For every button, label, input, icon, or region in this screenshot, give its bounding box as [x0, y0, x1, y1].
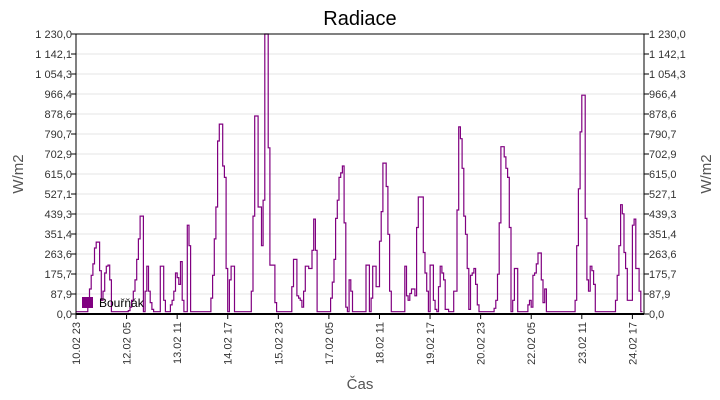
y-tick-label-left: 878,6	[44, 109, 72, 121]
y-tick-label-right: 790,7	[649, 129, 677, 141]
y-tick-label-right: 702,9	[649, 149, 677, 161]
series-line-bournak	[76, 33, 643, 313]
y-tick-label-left: 790,7	[44, 129, 72, 141]
y-tick-label-right: 615,0	[649, 169, 677, 181]
y-tick-label-left: 263,6	[44, 249, 72, 261]
y-tick-label-right: 1 142,1	[649, 49, 686, 61]
chart-title: Radiace	[323, 8, 396, 30]
y-tick-label-left: 1 054,3	[35, 69, 72, 81]
y-tick-label-right: 351,4	[649, 229, 677, 241]
y-tick-label-right: 263,6	[649, 249, 677, 261]
y-tick-label-right: 0,0	[649, 309, 664, 321]
x-tick-label: 15.02 23	[273, 322, 285, 365]
x-tick-label: 18.02 11	[374, 322, 386, 364]
y-tick-label-right: 439,3	[649, 209, 677, 221]
y-tick-label-right: 1 230,0	[649, 29, 686, 41]
x-tick-label: 19.02 17	[425, 322, 437, 365]
gridlines	[76, 53, 644, 295]
x-tick-label: 13.02 11	[172, 322, 184, 364]
x-tick-label: 20.02 23	[476, 322, 488, 365]
y-tick-label-left: 966,4	[44, 89, 72, 101]
y-tick-label-right: 966,4	[649, 89, 677, 101]
y-tick-label-right: 878,6	[649, 109, 677, 121]
y-tick-label-left: 702,9	[44, 149, 72, 161]
y-tick-label-left: 0,0	[57, 309, 72, 321]
y-axis-label-right: W/m2	[698, 154, 715, 193]
x-tick-label: 17.02 05	[324, 322, 336, 365]
x-tick-label: 10.02 23	[71, 322, 83, 365]
y-tick-label-left: 351,4	[44, 229, 72, 241]
y-tick-label-left: 175,7	[44, 269, 72, 281]
x-tick-label: 12.02 05	[122, 322, 134, 365]
y-tick-label-right: 175,7	[649, 269, 677, 281]
x-axis-label: Čas	[347, 376, 374, 393]
y-tick-label-left: 1 142,1	[35, 49, 72, 61]
y-tick-label-left: 1 230,0	[35, 29, 72, 41]
y-tick-label-right: 87,9	[649, 289, 670, 301]
y-tick-label-left: 439,3	[44, 209, 72, 221]
y-axis-label-left: W/m2	[10, 154, 27, 193]
y-tick-label-left: 87,9	[51, 289, 72, 301]
x-axis-ticks: 10.02 23 12.02 05 13.02 11 14.02 17 15.02 23…	[71, 314, 639, 365]
x-tick-label: 22.02 05	[526, 322, 538, 365]
legend-swatch	[82, 297, 93, 308]
y-tick-label-left: 527,1	[44, 189, 72, 201]
y-tick-label-right: 1 054,3	[649, 69, 686, 81]
y-tick-label-right: 527,1	[649, 189, 677, 201]
x-tick-label: 23.02 11	[577, 322, 589, 364]
x-tick-label: 24.02 17	[627, 322, 639, 365]
legend-label: Bouřňák	[99, 296, 145, 310]
y-tick-label-left: 615,0	[44, 169, 72, 181]
legend: Bouřňák	[82, 296, 145, 310]
y-axis-ticks: 0,0 0,0 87,9 87,9 175,7 175,7 263,6 263,6 351,4 3…	[35, 29, 685, 321]
x-tick-label: 14.02 17	[223, 322, 235, 365]
